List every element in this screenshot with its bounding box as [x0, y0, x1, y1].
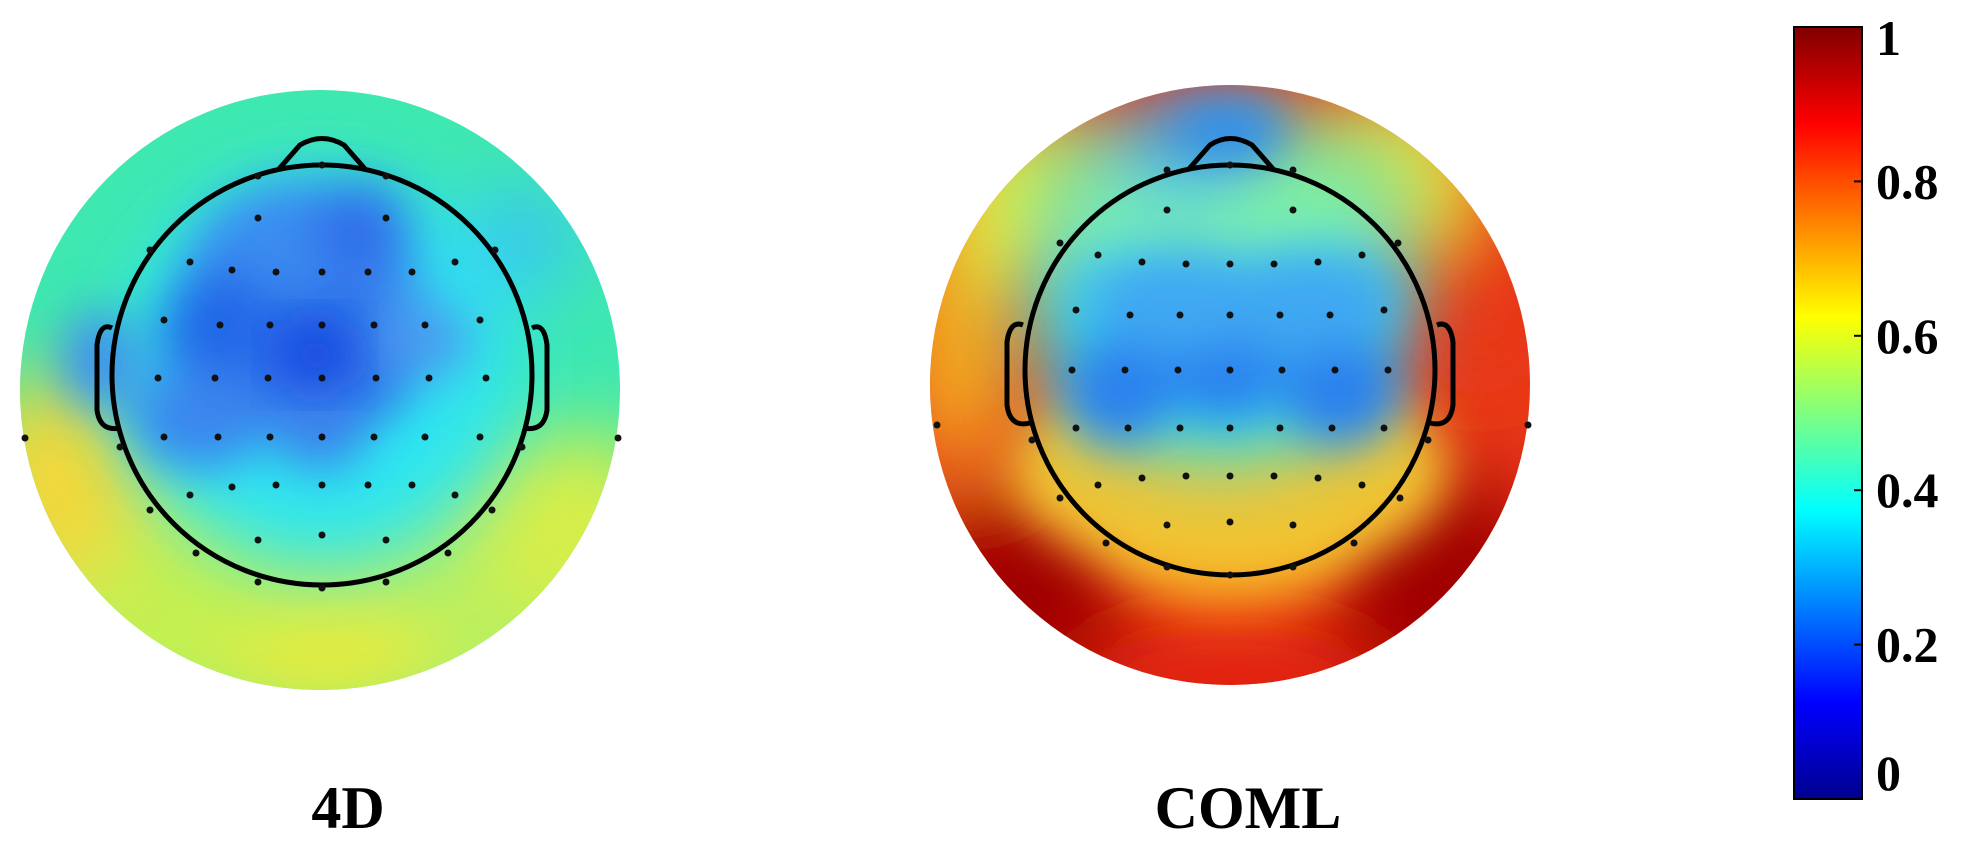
colorbar-ticks: 1 0.8 0.6 0.4 0.2 0: [1854, 10, 1939, 801]
colorbar-tick-label: 0.8: [1876, 153, 1939, 209]
colorbar-tick-label: 0.6: [1876, 308, 1939, 364]
electrodes-4d: [21, 161, 622, 592]
colorbar-tick-label: 0.4: [1876, 462, 1939, 518]
colorbar-tick-label: 0: [1876, 745, 1901, 801]
topomap-coml: COML: [930, 85, 1532, 841]
electrodes-coml: [933, 161, 1532, 579]
topomap-4d-field: [20, 90, 620, 690]
colorbar-tick-label: 1: [1876, 10, 1901, 66]
panel-label-4d: 4D: [311, 775, 384, 841]
colorbar-tick-label: 0.2: [1876, 617, 1939, 673]
topomap-4d: 4D: [20, 90, 622, 841]
colorbar-gradient: [1793, 26, 1863, 800]
colorbar: 1 0.8 0.6 0.4 0.2 0: [1793, 10, 1939, 801]
panel-label-coml: COML: [1155, 775, 1342, 841]
